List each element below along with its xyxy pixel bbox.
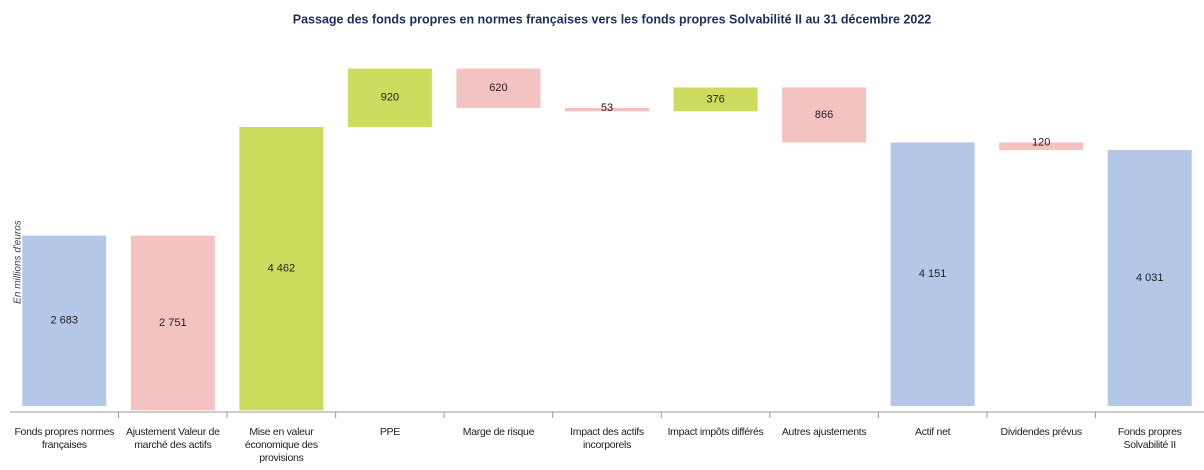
bar: [1107, 150, 1192, 406]
value-label: 920: [381, 92, 399, 104]
value-label: 4 151: [919, 268, 947, 280]
bar: [782, 87, 867, 143]
value-label: 4 462: [268, 263, 296, 275]
x-tick-label: Marge de risque: [462, 426, 535, 438]
bar: [673, 87, 758, 112]
x-tick-label: Fonds propres Solvabilité II: [1117, 426, 1182, 451]
chart-title: Passage des fonds propres en normes fran…: [293, 12, 932, 26]
value-label: 620: [489, 82, 507, 94]
bar: [565, 107, 649, 112]
bar: [239, 126, 324, 411]
value-label: 2 683: [51, 315, 79, 327]
x-tick-label: Ajustement Valeur de marché des actifs: [126, 426, 220, 451]
value-label: 53: [601, 102, 613, 114]
value-label: 4 031: [1136, 272, 1164, 284]
value-label: 866: [815, 109, 833, 121]
bar: [890, 142, 975, 406]
value-label: 120: [1032, 136, 1050, 148]
x-tick-label: Impact des actifs incorporels: [570, 426, 644, 451]
x-tick-label: Impact impôts différés: [667, 426, 764, 438]
bar: [22, 235, 107, 406]
bar: [130, 235, 215, 411]
bar: [999, 142, 1084, 151]
x-tick-label: Autres ajustements: [781, 426, 867, 438]
x-tick-label: Fonds propres normes françaises: [14, 426, 115, 451]
x-tick-label: Mise en valeur économique des provisions: [244, 426, 318, 464]
x-tick-label: PPE: [379, 426, 400, 438]
x-tick-label: Actif net: [915, 426, 951, 438]
y-axis-label: En millions d'euros: [13, 220, 24, 304]
value-label: 2 751: [159, 317, 187, 329]
bar: [347, 68, 432, 127]
bar: [456, 68, 541, 108]
x-tick-label: Dividendes prévus: [1000, 426, 1083, 438]
value-label: 376: [706, 93, 724, 105]
